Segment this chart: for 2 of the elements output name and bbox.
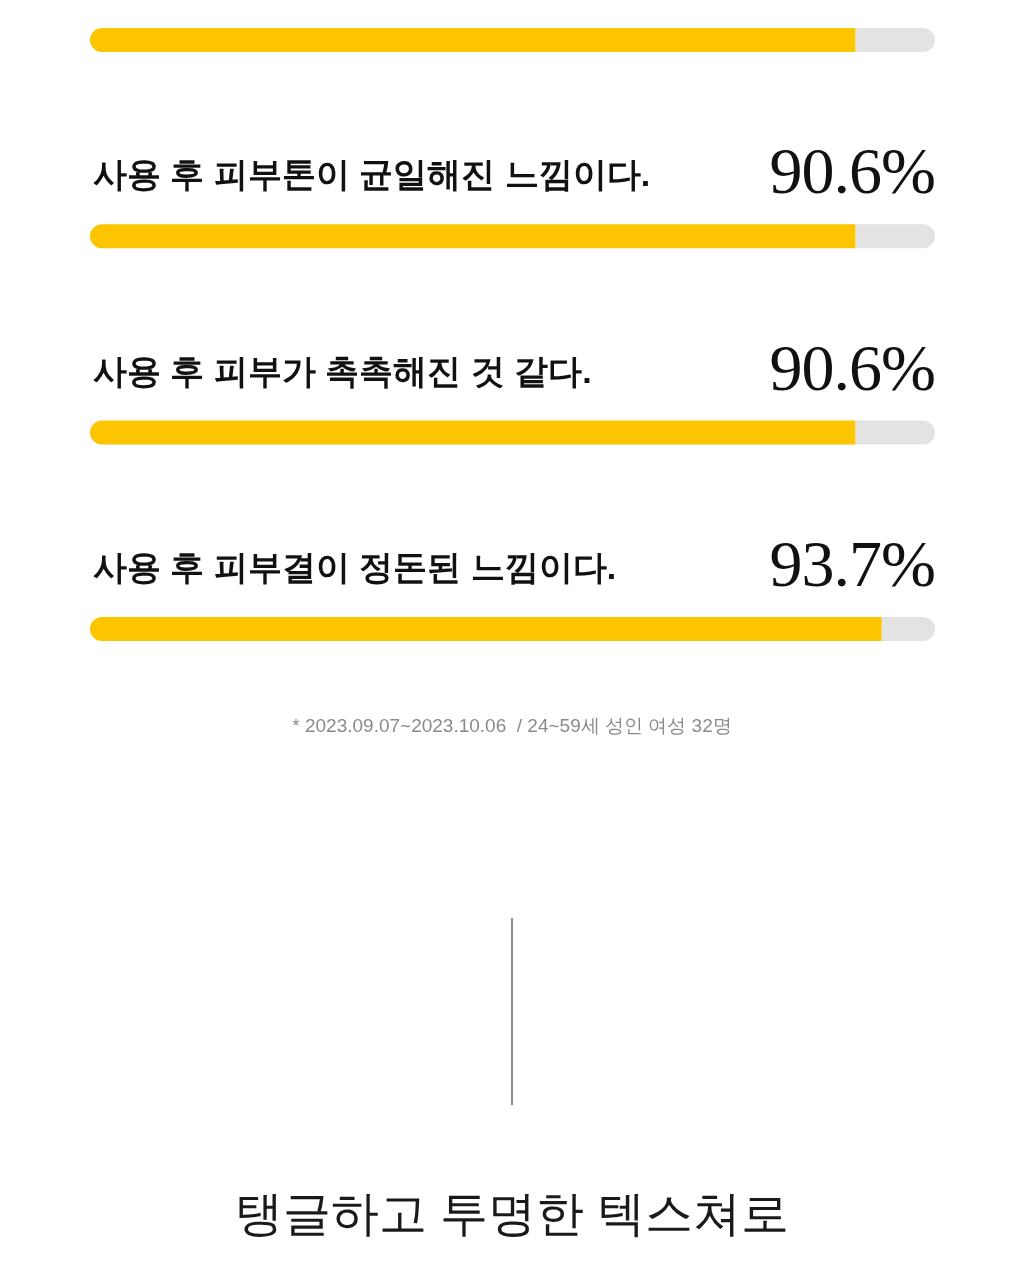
annotation: 탱글하고 투명한 텍스쳐로 xyxy=(234,1187,790,1240)
annotation: * 2023.09.07~2023.10.06 / 24~59세 성인 여성 32명 xyxy=(292,715,732,736)
